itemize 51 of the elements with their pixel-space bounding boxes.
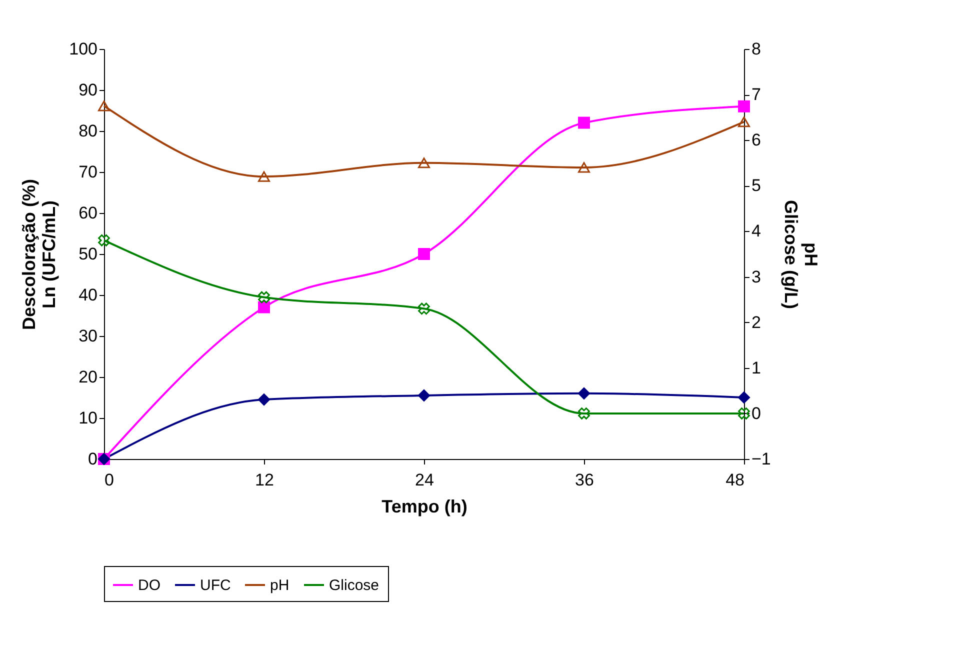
y-tick-label: 0 [88, 450, 98, 468]
point [418, 158, 430, 168]
point [738, 100, 750, 112]
point [98, 234, 110, 246]
point [578, 162, 590, 173]
point [738, 392, 750, 404]
y2-tick-label: 2 [752, 312, 761, 332]
x-tick-label: 0 [104, 470, 114, 490]
y-tick-label: 60 [78, 204, 98, 222]
point [418, 302, 430, 315]
point [258, 301, 270, 314]
x-tick-label: 48 [726, 470, 744, 490]
y-tick-label: 80 [78, 122, 98, 140]
y2-tick-label: 1 [752, 358, 761, 378]
x-axis-title: Tempo (h) [382, 496, 468, 516]
y-tick-label: 40 [78, 286, 98, 304]
legend-label: pH [270, 577, 290, 594]
point [418, 389, 430, 402]
y2-tick-label: 3 [752, 267, 761, 286]
point [738, 116, 750, 128]
x-tick-label: 24 [415, 470, 434, 490]
legend-label: DO [138, 577, 160, 594]
y2-tick-label: 0 [752, 404, 761, 423]
point [738, 408, 750, 420]
y2-tick-label: −1 [752, 450, 771, 468]
point [578, 116, 590, 129]
y-tick-label: 100 [69, 40, 98, 58]
y-tick-label: 20 [78, 368, 98, 386]
y-axis-title: Descoloração (%) Ln (UFC/mL) [19, 178, 60, 330]
y-tick-label: 70 [78, 162, 98, 182]
y-tick-label: 90 [78, 80, 98, 100]
point [418, 248, 430, 260]
y-tick-label: 30 [78, 326, 98, 346]
x-tick-label: 12 [255, 470, 274, 490]
y2-tick-label: 6 [752, 130, 761, 150]
y-tick-label: 50 [78, 244, 98, 264]
point [258, 394, 270, 406]
point [98, 100, 110, 112]
y2-tick-label: 4 [752, 222, 761, 241]
point [578, 408, 590, 420]
point [258, 171, 270, 182]
legend-label: UFC [200, 577, 231, 594]
y2-tick-label: 7 [752, 85, 761, 104]
y2-tick-label: 5 [752, 176, 761, 196]
point [258, 291, 270, 304]
point [578, 387, 590, 400]
y-tick-label: 10 [78, 408, 98, 428]
y2-tick-label: 8 [752, 40, 761, 58]
legend-label: Glicose [329, 577, 380, 594]
y2-axis-title: pH Glicose (g/L) [780, 200, 821, 310]
x-tick-label: 36 [575, 470, 594, 490]
